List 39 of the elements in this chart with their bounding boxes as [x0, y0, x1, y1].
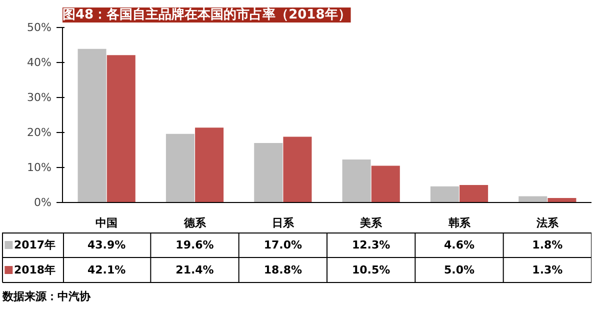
data-label: 4.6% — [444, 238, 475, 252]
data-label: 10.5% — [352, 264, 390, 276]
bar — [518, 196, 548, 202]
bar — [371, 166, 400, 202]
data-label: 1.8% — [532, 238, 563, 252]
x-tick-label: 美系 — [359, 216, 384, 230]
data-label: 17.0% — [264, 238, 302, 252]
legend-label: 2018年 — [14, 264, 56, 276]
y-tick-label: 50% — [27, 21, 52, 34]
chart-title: 图48：各国自主品牌在本国的市占率（2018年） — [62, 6, 351, 22]
x-tick-label: 德系 — [182, 216, 207, 230]
data-label: 21.4% — [176, 264, 214, 276]
x-tick-label: 法系 — [535, 216, 560, 230]
x-tick-label: 日系 — [272, 216, 295, 230]
x-tick-label: 韩系 — [447, 216, 472, 230]
data-label: 1.3% — [532, 264, 563, 276]
y-tick-label: 40% — [27, 56, 52, 69]
bar — [460, 185, 488, 202]
x-tick-label: 中国 — [96, 216, 118, 230]
data-label: 5.0% — [444, 264, 475, 276]
y-tick-label: 10% — [27, 161, 52, 174]
bar — [195, 128, 224, 202]
y-tick-label: 30% — [27, 91, 52, 104]
bar — [342, 159, 371, 202]
bar — [78, 48, 106, 202]
legend-label: 2017年 — [14, 238, 56, 252]
data-label: 42.1% — [88, 264, 126, 276]
data-label: 43.9% — [88, 238, 126, 252]
data-label: 18.8% — [264, 264, 302, 276]
data-label: 12.3% — [352, 238, 390, 252]
source-note: 数据来源：中汽协 — [2, 290, 92, 303]
bar — [283, 136, 312, 202]
bar — [106, 55, 136, 202]
bar — [430, 186, 459, 202]
data-label: 19.6% — [176, 238, 214, 252]
y-tick-label: 0% — [34, 196, 52, 209]
bar — [166, 134, 194, 202]
y-tick-label: 20% — [27, 126, 52, 139]
bar — [254, 143, 283, 202]
